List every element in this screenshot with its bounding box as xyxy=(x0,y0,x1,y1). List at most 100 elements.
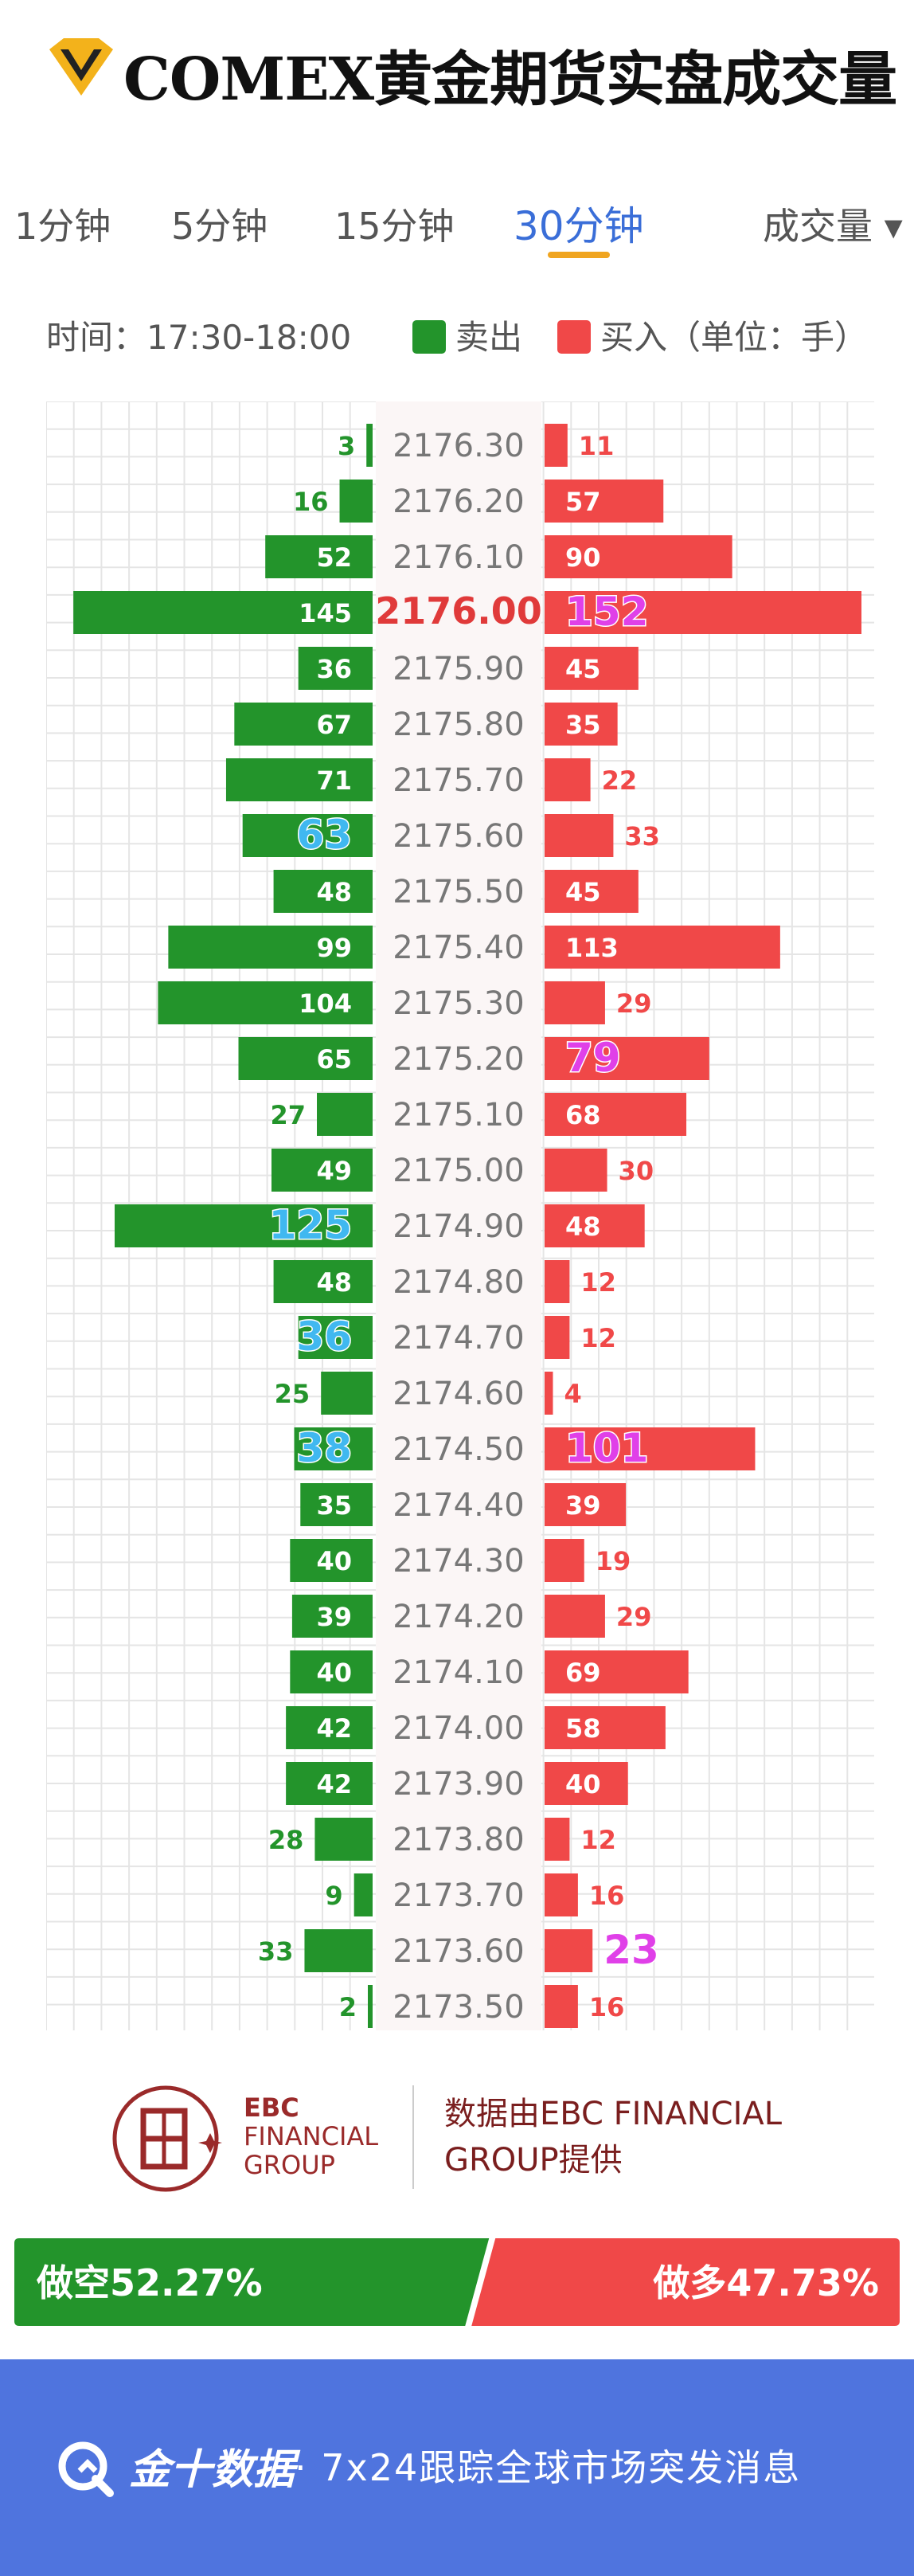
buy-value-label: 152 xyxy=(565,589,648,635)
buy-bar xyxy=(545,1929,593,1972)
buy-bar xyxy=(545,535,732,578)
buy-bar xyxy=(545,1818,570,1861)
sell-value-label: 67 xyxy=(316,710,352,740)
buy-value-label: 16 xyxy=(589,1992,625,2022)
sell-bar xyxy=(304,1929,373,1972)
volume-dropdown[interactable]: 成交量 ▾ xyxy=(763,205,903,248)
info-row: 时间：17:30-18:00 卖出 买入（单位：手） xyxy=(0,311,914,366)
buy-bar xyxy=(545,424,568,467)
buy-value-label: 12 xyxy=(580,1267,616,1298)
buy-value-label: 33 xyxy=(624,821,660,851)
sell-value-label: 2 xyxy=(339,1992,357,2022)
buy-bar xyxy=(545,1650,689,1693)
ebc-line-2: FINANCIAL xyxy=(244,2121,379,2151)
buy-value-label: 40 xyxy=(565,1769,601,1799)
buy-legend-label: 买入（单位：手） xyxy=(600,318,869,357)
price-label: 2175.10 xyxy=(393,1097,524,1133)
sell-bar xyxy=(290,1650,373,1693)
sell-bar xyxy=(300,1483,373,1526)
sell-value-label: 38 xyxy=(296,1425,352,1471)
sell-bar xyxy=(234,703,373,746)
price-label: 2176.30 xyxy=(393,428,524,464)
sell-value-label: 36 xyxy=(296,1313,352,1360)
buy-bar xyxy=(545,1093,687,1136)
price-label: 2176.20 xyxy=(393,483,524,520)
long-ratio-label: 做多47.73% xyxy=(652,2261,879,2304)
sell-value-label: 42 xyxy=(316,1713,352,1744)
buy-bar xyxy=(545,1706,666,1749)
sell-legend-swatch xyxy=(412,320,446,354)
sell-value-label: 40 xyxy=(316,1546,352,1576)
price-label: 2174.50 xyxy=(393,1431,524,1468)
sell-value-label: 27 xyxy=(270,1100,306,1130)
buy-value-label: 45 xyxy=(565,654,601,684)
price-label: 2173.80 xyxy=(393,1822,524,1858)
sell-bar xyxy=(73,591,373,634)
buy-value-label: 68 xyxy=(565,1100,601,1130)
sell-bar xyxy=(368,1985,373,2028)
sell-value-label: 16 xyxy=(293,487,329,517)
brand-name: 金十数据 xyxy=(129,2446,295,2494)
sell-bar xyxy=(273,1260,373,1303)
buy-legend-swatch xyxy=(557,320,591,354)
buy-bar xyxy=(545,1873,578,1916)
price-label: 2174.90 xyxy=(393,1208,524,1245)
sell-bar xyxy=(238,1037,373,1080)
buy-value-label: 12 xyxy=(580,1825,616,1855)
buy-bar xyxy=(545,1539,584,1582)
footer-divider xyxy=(412,2085,414,2189)
sell-legend-label: 卖出 xyxy=(455,318,523,357)
price-label: 2175.60 xyxy=(393,818,524,855)
price-label: 2175.00 xyxy=(393,1153,524,1189)
tab-1min[interactable]: 1分钟 xyxy=(14,205,111,248)
tab-5min[interactable]: 5分钟 xyxy=(171,205,268,248)
jin10-logo-icon xyxy=(58,2441,114,2497)
sell-value-label: 99 xyxy=(316,933,352,963)
price-label: 2175.50 xyxy=(393,874,524,910)
buy-value-label: 79 xyxy=(565,1035,621,1081)
buy-value-label: 29 xyxy=(616,989,652,1019)
time-range-label: 时间：17:30-18:00 xyxy=(46,318,352,357)
sell-bar xyxy=(317,1093,373,1136)
sell-bar xyxy=(273,870,373,913)
buy-value-label: 16 xyxy=(589,1881,625,1911)
price-label: 2176.00 xyxy=(375,589,542,632)
buy-bar xyxy=(545,981,605,1024)
sell-value-label: 65 xyxy=(316,1044,352,1075)
brand-slogan: · 7x24跟踪全球市场突发消息 xyxy=(295,2446,802,2489)
sell-bar xyxy=(114,1204,373,1247)
sell-bar xyxy=(339,480,373,523)
sell-value-label: 36 xyxy=(316,654,352,684)
price-label: 2174.70 xyxy=(393,1320,524,1357)
sell-value-label: 25 xyxy=(275,1379,311,1409)
sell-value-label: 33 xyxy=(258,1936,294,1967)
sell-bar xyxy=(286,1706,373,1749)
active-tab-indicator xyxy=(548,252,610,258)
tab-15min[interactable]: 15分钟 xyxy=(334,205,455,248)
buy-bar xyxy=(545,870,639,913)
buy-value-label: 11 xyxy=(579,431,615,461)
price-label: 2175.40 xyxy=(393,930,524,966)
sell-value-label: 52 xyxy=(316,542,352,573)
buy-value-label: 22 xyxy=(602,765,638,796)
buy-value-label: 69 xyxy=(565,1658,601,1688)
sell-value-label: 9 xyxy=(325,1881,342,1911)
price-label: 2174.80 xyxy=(393,1264,524,1301)
price-label: 2174.20 xyxy=(393,1599,524,1635)
buy-bar xyxy=(545,1149,607,1192)
ebc-wordmark: EBC FINANCIAL GROUP xyxy=(244,2093,378,2179)
price-column-backdrop xyxy=(376,401,541,2030)
buy-value-label: 90 xyxy=(565,542,601,573)
price-label: 2175.30 xyxy=(393,985,524,1022)
buy-bar xyxy=(545,591,861,634)
price-label: 2173.70 xyxy=(393,1877,524,1914)
sell-bar xyxy=(353,1873,373,1916)
sell-bar xyxy=(290,1539,373,1582)
sell-value-label: 48 xyxy=(316,877,352,907)
buy-bar xyxy=(545,758,591,801)
sell-bar xyxy=(294,1427,373,1470)
price-label: 2173.50 xyxy=(393,1989,524,2026)
price-label: 2176.10 xyxy=(393,539,524,576)
tab-30min[interactable]: 30分钟 xyxy=(514,203,644,249)
sell-bar xyxy=(158,981,373,1024)
